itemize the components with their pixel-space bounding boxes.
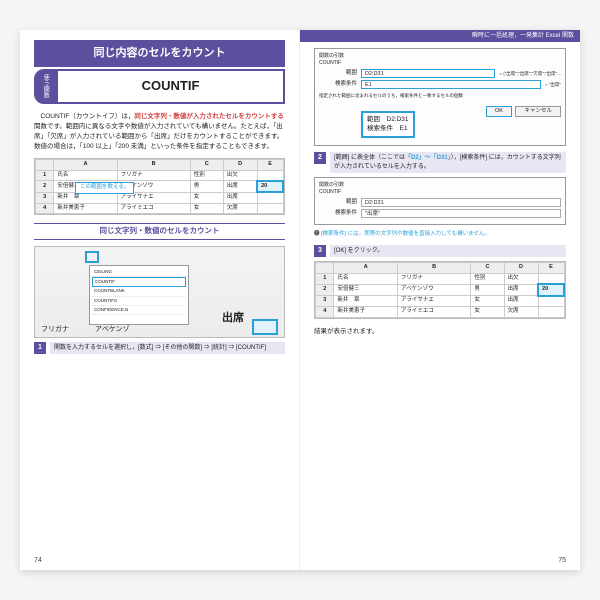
cancel-button[interactable]: キャンセル [515,106,561,118]
function-args-dialog-1: 関数の引数 COUNTIF 範囲 D2:D31 = {"出席";"出席";"欠席… [314,48,566,146]
step-number: 1 [34,342,46,354]
book-spread: 同じ内容のセルをカウント 使う関数 COUNTIF COUNTIF（カウントイフ… [20,30,580,570]
page-title: 同じ内容のセルをカウント [34,40,285,67]
result-caption: 結果が表示されます。 [314,327,566,336]
ok-button[interactable]: OK [486,106,512,118]
page-75: 瞬時に一括処理，一発集計 Excel 関数 関数の引数 COUNTIF 範囲 D… [300,30,580,570]
step-1: 1 関数を入力するセルを選択し，[数式] ⇒ [その他の関数] ⇒ [統計] ⇒… [34,342,285,354]
example-table-1: A B C D E 1氏名フリガナ性別出欠 2安倍健三アベケンゾウ男出席20 3… [34,158,285,215]
intro-paragraph: COUNTIF（カウントイフ）は，同じ文字列・数値が入力されたセルをカウントする… [34,112,285,152]
page-number: 75 [558,556,566,566]
range-label: 範囲 [319,70,357,78]
page-number: 74 [34,556,42,566]
section-header: 同じ文字列・数値のセルをカウント [34,223,285,240]
zoom-range: 範囲 D2:D31 検索条件 E1 [361,111,415,137]
function-row: 使う関数 COUNTIF [34,69,285,103]
step-text: 関数を入力するセルを選択し，[数式] ⇒ [その他の関数] ⇒ [統計] ⇒ [… [50,342,285,354]
callout-range: この範囲を数える。 [75,182,134,194]
step-3: 3 [OK] をクリック。 [314,245,566,257]
step-number: 3 [314,245,326,257]
criteria-label: 検索条件 [319,81,357,89]
hint-note: ❶ [検索条件] には，実際の文字列や数値を直接入力しても構いません。 [314,231,566,239]
function-args-dialog-2: 関数の引数 COUNTIF 範囲 D2:D31 検索条件 "出席" [314,177,566,225]
result-table: A B C D E 1氏名フリガナ性別出欠 2安倍健三アベケンゾウ男出席20 3… [314,261,566,318]
badge-label: 使う関数 [34,69,56,103]
chapter-bar: 瞬時に一括処理，一発集計 Excel 関数 [300,30,580,42]
step-text: [範囲] に表全体（ここでは「D2」～「D31」），[検索条件] には，カウント… [330,152,566,173]
range-input[interactable]: D2:D31 [361,69,495,78]
step-text: [OK] をクリック。 [330,245,566,257]
excel-ribbon-screenshot: CEILING COUNTIF COUNTBLANK COUNTIFS CONF… [34,246,285,338]
criteria-input[interactable]: E1 [361,80,541,89]
page-74: 同じ内容のセルをカウント 使う関数 COUNTIF COUNTIF（カウントイフ… [20,30,300,570]
function-name: COUNTIF [56,69,285,103]
step-2: 2 [範囲] に表全体（ここでは「D2」～「D31」），[検索条件] には，カウ… [314,152,566,173]
function-menu: CEILING COUNTIF COUNTBLANK COUNTIFS CONF… [89,265,189,325]
step-number: 2 [314,152,326,164]
